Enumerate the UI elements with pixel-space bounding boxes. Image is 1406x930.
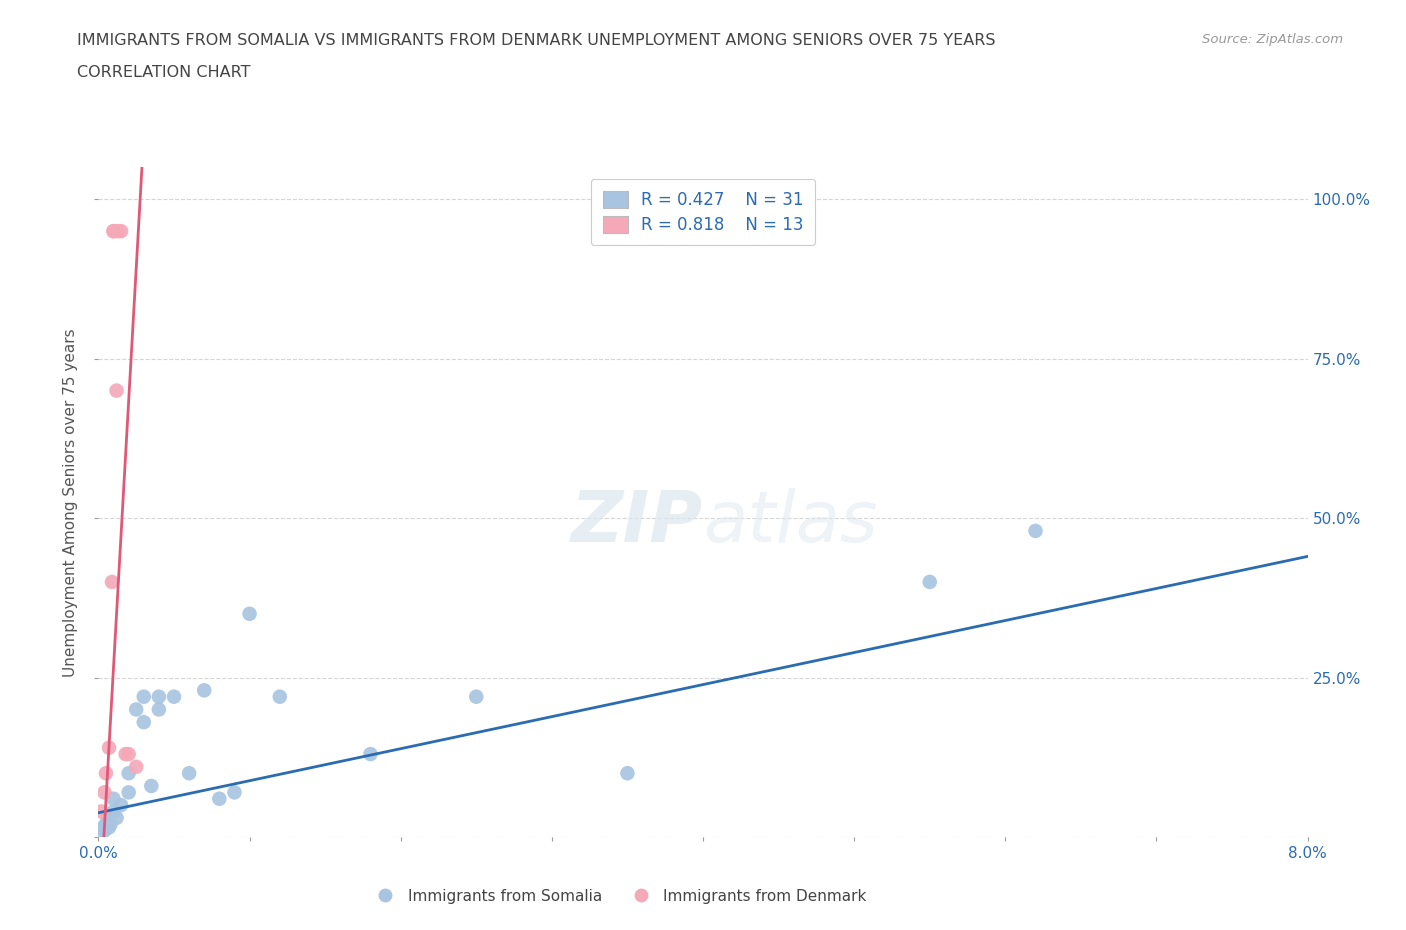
Point xyxy=(918,575,941,590)
Point xyxy=(148,689,170,704)
Text: ZIP: ZIP xyxy=(571,488,703,557)
Point xyxy=(118,765,141,780)
Point xyxy=(107,224,129,239)
Text: IMMIGRANTS FROM SOMALIA VS IMMIGRANTS FROM DENMARK UNEMPLOYMENT AMONG SENIORS OV: IMMIGRANTS FROM SOMALIA VS IMMIGRANTS FR… xyxy=(77,33,995,47)
Point xyxy=(141,778,163,793)
Legend: Immigrants from Somalia, Immigrants from Denmark: Immigrants from Somalia, Immigrants from… xyxy=(364,883,873,910)
Point xyxy=(96,810,118,825)
Point xyxy=(101,575,124,590)
Point xyxy=(269,689,291,704)
Point xyxy=(100,817,122,831)
Point xyxy=(224,785,246,800)
Text: atlas: atlas xyxy=(703,488,877,557)
Point xyxy=(103,804,125,819)
Point xyxy=(179,765,201,780)
Point xyxy=(105,810,128,825)
Point xyxy=(110,798,132,813)
Point xyxy=(103,791,125,806)
Text: CORRELATION CHART: CORRELATION CHART xyxy=(77,65,250,80)
Point xyxy=(90,823,112,838)
Point xyxy=(114,747,136,762)
Point xyxy=(105,383,128,398)
Point xyxy=(1025,524,1047,538)
Point xyxy=(118,785,141,800)
Point xyxy=(132,715,155,730)
Text: Source: ZipAtlas.com: Source: ZipAtlas.com xyxy=(1202,33,1343,46)
Point xyxy=(163,689,186,704)
Y-axis label: Unemployment Among Seniors over 75 years: Unemployment Among Seniors over 75 years xyxy=(63,328,79,676)
Point xyxy=(118,747,141,762)
Point xyxy=(132,689,155,704)
Point xyxy=(616,765,638,780)
Point xyxy=(148,702,170,717)
Point xyxy=(90,804,112,819)
Point xyxy=(98,740,121,755)
Point xyxy=(91,820,114,835)
Point xyxy=(208,791,231,806)
Point xyxy=(98,820,121,835)
Point xyxy=(94,765,117,780)
Point xyxy=(465,689,488,704)
Point xyxy=(193,683,215,698)
Point xyxy=(93,823,115,838)
Point xyxy=(125,702,148,717)
Point xyxy=(103,224,125,239)
Point xyxy=(360,747,382,762)
Point xyxy=(103,224,125,239)
Point xyxy=(93,785,115,800)
Point xyxy=(94,817,117,831)
Point xyxy=(110,224,132,239)
Point xyxy=(239,606,262,621)
Point xyxy=(125,760,148,775)
